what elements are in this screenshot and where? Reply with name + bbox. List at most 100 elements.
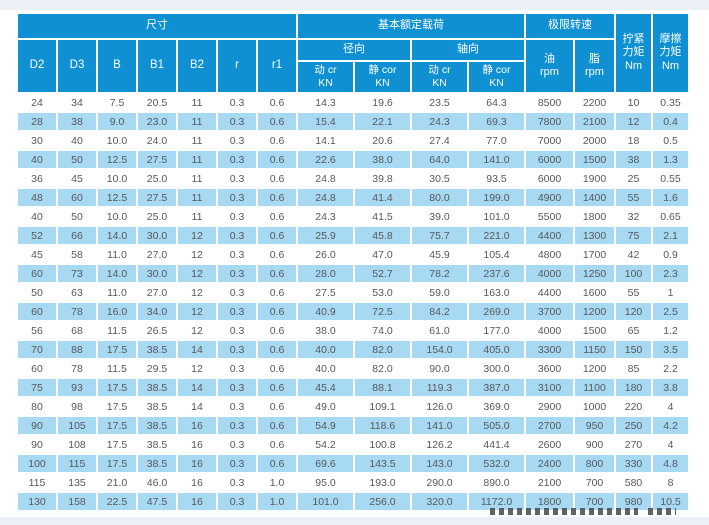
table-cell: 14 bbox=[178, 341, 216, 358]
table-cell: 0.6 bbox=[258, 341, 296, 358]
axial-dynamic-unit: KN bbox=[432, 77, 447, 89]
table-cell: 11 bbox=[178, 151, 216, 168]
header-tightening-torque: 拧紧 力矩 Nm bbox=[616, 14, 651, 92]
table-cell: 60 bbox=[18, 303, 56, 320]
table-cell: 2.3 bbox=[653, 265, 688, 282]
table-body: 24 34 7.5 20.5 11 0.3 0.6 14.3 19.6 23.5 64.3 8500 2… bbox=[18, 94, 688, 510]
table-row: 52 66 14.0 30.0 12 0.3 0.6 25.9 45.8 75.7 221.0 440… bbox=[18, 227, 688, 244]
table-cell: 24.8 bbox=[298, 189, 353, 206]
table-cell: 505.0 bbox=[469, 417, 524, 434]
table-cell: 17.5 bbox=[98, 398, 136, 415]
table-cell: 900 bbox=[575, 436, 614, 453]
table-row: 90 105 17.5 38.5 16 0.3 0.6 54.9 118.6 141.0 505.0… bbox=[18, 417, 688, 434]
table-cell: 11 bbox=[178, 113, 216, 130]
table-cell: 45.8 bbox=[355, 227, 410, 244]
table-cell: 64.0 bbox=[412, 151, 467, 168]
table-cell: 24.3 bbox=[412, 113, 467, 130]
table-cell: 16 bbox=[178, 436, 216, 453]
table-cell: 12 bbox=[178, 303, 216, 320]
table-cell: 270 bbox=[616, 436, 651, 453]
table-cell: 38 bbox=[58, 113, 96, 130]
table-cell: 70 bbox=[18, 341, 56, 358]
table-cell: 40.0 bbox=[298, 341, 353, 358]
table-cell: 2.5 bbox=[653, 303, 688, 320]
table-cell: 30 bbox=[18, 132, 56, 149]
table-cell: 0.6 bbox=[258, 208, 296, 225]
table-cell: 38.5 bbox=[138, 455, 176, 472]
table-row: 48 60 12.5 27.5 11 0.3 0.6 24.8 41.4 80.0 199.0 490… bbox=[18, 189, 688, 206]
table-cell: 0.3 bbox=[218, 208, 256, 225]
table-cell: 6000 bbox=[526, 170, 573, 187]
table-row: 100 115 17.5 38.5 16 0.3 0.6 69.6 143.5 143.0 532.… bbox=[18, 455, 688, 472]
table-cell: 38.5 bbox=[138, 436, 176, 453]
table-cell: 950 bbox=[575, 417, 614, 434]
table-cell: 18 bbox=[616, 132, 651, 149]
table-cell: 26.0 bbox=[298, 246, 353, 263]
table-cell: 12 bbox=[178, 322, 216, 339]
table-cell: 0.3 bbox=[218, 113, 256, 130]
table-header: 尺寸 基本额定载荷 极限转速 拧紧 力矩 Nm 摩擦 力矩 Nm D2 D3 B… bbox=[18, 14, 688, 92]
table-cell: 890.0 bbox=[469, 474, 524, 491]
table-cell: 4000 bbox=[526, 265, 573, 282]
table-cell: 11 bbox=[178, 132, 216, 149]
table-cell: 11 bbox=[178, 208, 216, 225]
table-cell: 77.0 bbox=[469, 132, 524, 149]
table-cell: 88 bbox=[58, 341, 96, 358]
table-cell: 0.6 bbox=[258, 94, 296, 111]
table-cell: 11.0 bbox=[98, 284, 136, 301]
table-cell: 73 bbox=[58, 265, 96, 282]
table-cell: 1 bbox=[653, 284, 688, 301]
table-cell: 100 bbox=[616, 265, 651, 282]
table-cell: 256.0 bbox=[355, 493, 410, 510]
table-cell: 38.5 bbox=[138, 379, 176, 396]
table-cell: 2600 bbox=[526, 436, 573, 453]
header-axial-dynamic: 动 cr KN bbox=[412, 62, 467, 92]
table-cell: 0.3 bbox=[218, 360, 256, 377]
table-cell: 50 bbox=[58, 151, 96, 168]
table-cell: 0.6 bbox=[258, 151, 296, 168]
table-cell: 369.0 bbox=[469, 398, 524, 415]
table-cell: 135 bbox=[58, 474, 96, 491]
table-cell: 27.5 bbox=[138, 189, 176, 206]
table-cell: 26.5 bbox=[138, 322, 176, 339]
table-cell: 12.5 bbox=[98, 151, 136, 168]
clipped-footnote-text bbox=[648, 508, 676, 515]
table-cell: 50 bbox=[58, 208, 96, 225]
tightening-torque-unit: Nm bbox=[624, 59, 643, 72]
table-cell: 0.6 bbox=[258, 246, 296, 263]
table-cell: 2400 bbox=[526, 455, 573, 472]
table-cell: 5500 bbox=[526, 208, 573, 225]
table-cell: 14.1 bbox=[298, 132, 353, 149]
table-cell: 25 bbox=[616, 170, 651, 187]
table-cell: 10 bbox=[616, 94, 651, 111]
table-cell: 141.0 bbox=[469, 151, 524, 168]
table-cell: 40 bbox=[18, 208, 56, 225]
table-cell: 269.0 bbox=[469, 303, 524, 320]
table-cell: 0.3 bbox=[218, 265, 256, 282]
table-cell: 55 bbox=[616, 189, 651, 206]
table-cell: 64.3 bbox=[469, 94, 524, 111]
table-cell: 40 bbox=[18, 151, 56, 168]
table-cell: 21.0 bbox=[98, 474, 136, 491]
table-cell: 0.6 bbox=[258, 227, 296, 244]
table-cell: 0.3 bbox=[218, 322, 256, 339]
table-cell: 0.6 bbox=[258, 379, 296, 396]
table-cell: 45.9 bbox=[412, 246, 467, 263]
table-cell: 7000 bbox=[526, 132, 573, 149]
table-cell: 0.3 bbox=[218, 436, 256, 453]
table-cell: 82.0 bbox=[355, 341, 410, 358]
table-cell: 0.6 bbox=[258, 322, 296, 339]
table-cell: 0.6 bbox=[258, 189, 296, 206]
table-cell: 0.6 bbox=[258, 113, 296, 130]
table-cell: 16 bbox=[178, 474, 216, 491]
table-cell: 1700 bbox=[575, 246, 614, 263]
table-cell: 39.0 bbox=[412, 208, 467, 225]
table-cell: 154.0 bbox=[412, 341, 467, 358]
table-cell: 61.0 bbox=[412, 322, 467, 339]
table-cell: 24.8 bbox=[298, 170, 353, 187]
table-cell: 405.0 bbox=[469, 341, 524, 358]
table-cell: 100.8 bbox=[355, 436, 410, 453]
table-cell: 16 bbox=[178, 417, 216, 434]
table-cell: 75 bbox=[616, 227, 651, 244]
